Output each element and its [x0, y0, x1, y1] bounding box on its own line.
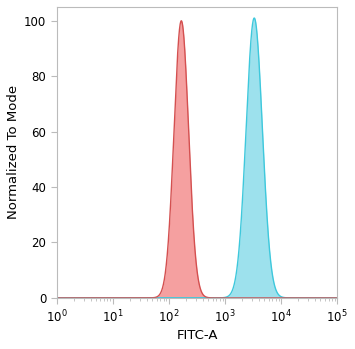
- X-axis label: FITC-A: FITC-A: [176, 329, 218, 342]
- Y-axis label: Normalized To Mode: Normalized To Mode: [7, 86, 20, 220]
